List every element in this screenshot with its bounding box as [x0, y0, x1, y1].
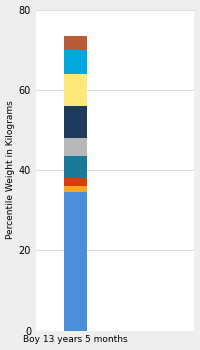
- Bar: [64, 36, 87, 50]
- Bar: [64, 192, 87, 331]
- Bar: [64, 74, 87, 106]
- Bar: [64, 50, 87, 74]
- Bar: [64, 178, 87, 186]
- Bar: [64, 106, 87, 138]
- Y-axis label: Percentile Weight in Kilograms: Percentile Weight in Kilograms: [6, 101, 15, 239]
- Bar: [64, 138, 87, 156]
- Bar: [64, 156, 87, 178]
- Bar: [64, 186, 87, 192]
